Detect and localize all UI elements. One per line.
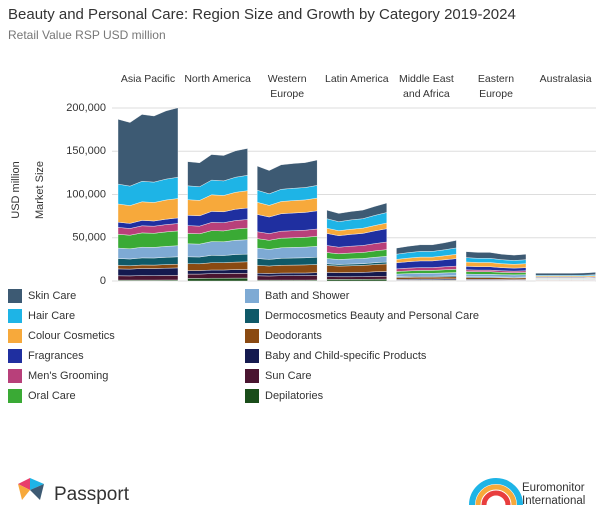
legend-label: Baby and Child-specific Products — [265, 350, 427, 362]
area-segment — [257, 275, 318, 281]
legend-swatch — [245, 309, 259, 323]
footer-brand: Euromonitor International — [522, 482, 586, 507]
legend-label: Men's Grooming — [28, 370, 108, 382]
legend-swatch — [8, 309, 22, 323]
chart-title: Beauty and Personal Care: Region Size an… — [8, 6, 516, 23]
passport-logo — [18, 478, 44, 500]
legend-label: Dermocosmetics Beauty and Personal Care — [265, 310, 479, 322]
area-segment — [465, 251, 527, 261]
group-label: Latin America — [324, 73, 389, 85]
legend-label: Bath and Shower — [265, 290, 350, 302]
area-segment — [396, 240, 457, 255]
legend-swatch — [8, 389, 22, 403]
area-segment — [535, 272, 596, 276]
y-tick-label: 150,000 — [66, 145, 106, 157]
legend-label: Depilatories — [265, 390, 324, 402]
legend-label: Deodorants — [265, 330, 322, 342]
y-tick-label: 0 — [100, 275, 106, 287]
legend-swatch — [245, 329, 259, 343]
group-label: Western Europe — [267, 73, 307, 100]
group-label: Middle East and Africa — [398, 73, 454, 100]
legend-swatch — [8, 349, 22, 363]
legend-swatch — [245, 349, 259, 363]
area-segment — [187, 148, 248, 187]
legend-label: Oral Care — [28, 390, 76, 402]
group-label: North America — [184, 73, 251, 85]
area-segment — [326, 202, 387, 222]
legend-swatch — [245, 389, 259, 403]
legend-swatch — [8, 289, 22, 303]
area-segment — [117, 107, 179, 187]
legend-swatch — [8, 329, 22, 343]
y-tick-label: 200,000 — [66, 102, 106, 114]
chart-subtitle: Retail Value RSP USD million — [8, 28, 166, 42]
group-label: Australasia — [539, 73, 592, 85]
area-segment — [117, 275, 179, 281]
group-label: Asia Pacific — [120, 73, 176, 85]
legend-swatch — [8, 369, 22, 383]
legend-label: Hair Care — [28, 310, 75, 322]
y-axis-label: Market Size — [34, 161, 46, 219]
legend-label: Skin Care — [28, 290, 76, 302]
y-axis-label: USD million — [10, 161, 22, 218]
legend-label: Sun Care — [265, 370, 311, 382]
y-tick-label: 50,000 — [72, 232, 106, 244]
euromonitor-logo — [469, 478, 523, 506]
group-label: Eastern Europe — [477, 73, 515, 100]
footer-brand: Passport — [54, 484, 129, 505]
legend-label: Colour Cosmetics — [28, 330, 115, 342]
area-segment — [257, 159, 318, 195]
y-tick-label: 100,000 — [66, 188, 106, 200]
legend-label: Fragrances — [28, 350, 84, 362]
legend-swatch — [245, 289, 259, 303]
legend-swatch — [245, 369, 259, 383]
